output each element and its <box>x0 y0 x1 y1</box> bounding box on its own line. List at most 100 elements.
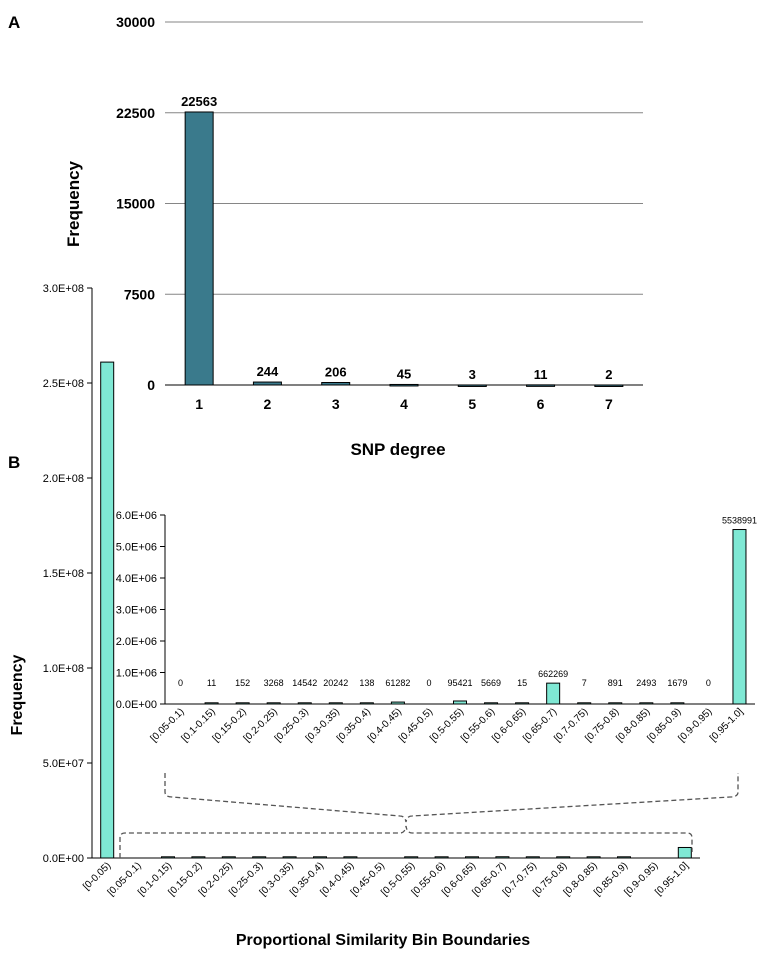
y-tick-label-c: 6.0E+06 <box>116 510 157 522</box>
data-label-c: 14542 <box>292 678 317 688</box>
x-tick-label-c: [0.95-1.0] <box>708 706 746 744</box>
panel-label-a: A <box>8 13 20 32</box>
data-label-c: 891 <box>608 678 623 688</box>
bar-b <box>161 856 175 859</box>
bar-c <box>297 702 312 705</box>
bar-b <box>404 856 419 859</box>
bar-c <box>266 702 281 705</box>
bar-c <box>670 702 685 705</box>
x-tick-label-a: 5 <box>468 396 476 412</box>
x-tick-label-a: 1 <box>195 396 203 412</box>
y-tick-label-c: 0.0E+00 <box>116 699 157 711</box>
bar-a <box>594 384 624 387</box>
data-label-c: 1679 <box>667 678 687 688</box>
bar-c <box>235 702 250 705</box>
data-label-a: 244 <box>257 364 279 379</box>
x-tick-label-a: 6 <box>537 396 545 412</box>
bar-a <box>184 111 214 386</box>
bar-c <box>577 702 592 705</box>
bar-b <box>495 856 510 859</box>
bar-c <box>453 700 467 705</box>
bar-b <box>282 856 297 859</box>
y-tick-label-a: 30000 <box>116 14 155 30</box>
panel-label-b: B <box>8 453 20 472</box>
y-tick-label-b: 2.0E+08 <box>43 473 84 485</box>
x-tick-label-a: 2 <box>264 396 272 412</box>
bar-c <box>608 702 623 705</box>
data-label-c: 152 <box>235 678 250 688</box>
bar-b <box>343 856 358 859</box>
zoom-brackets <box>119 773 739 858</box>
y-tick-label-b: 2.5E+08 <box>43 378 84 390</box>
bar-b <box>465 856 479 859</box>
bar-b <box>525 856 540 859</box>
bar-b <box>191 856 206 859</box>
y-tick-label-c: 4.0E+06 <box>116 573 157 585</box>
bar-c <box>390 701 405 705</box>
data-label-c: 61282 <box>385 678 410 688</box>
data-label-a: 206 <box>325 365 347 380</box>
data-label-c: 11 <box>207 678 216 688</box>
data-label-c: 0 <box>426 678 431 688</box>
y-tick-label-c: 2.0E+06 <box>116 636 157 648</box>
bar-c <box>732 529 747 705</box>
x-tick-label-c: [0.9-0.95) <box>676 706 714 744</box>
bar-b <box>434 856 449 859</box>
data-label-a: 11 <box>534 367 548 382</box>
bar-b <box>313 856 327 859</box>
chart-b-inset: 0.0E+00 1.0E+06 2.0E+06 3.0E+06 4.0E+06 5.0E+… <box>116 510 757 744</box>
data-label-c: 2493 <box>636 678 656 688</box>
data-label-c: 20242 <box>323 678 348 688</box>
data-label-c: 138 <box>359 678 374 688</box>
x-tick-label-a: 7 <box>605 396 613 412</box>
bar-c <box>359 702 374 705</box>
chart-b: 0.0E+00 5.0E+07 1.0E+08 1.5E+08 2.0E+08 2.5E+… <box>9 283 700 949</box>
bar-c <box>546 682 561 705</box>
y-tick-label-a: 0 <box>147 377 155 393</box>
bar-b <box>252 856 267 859</box>
y-tick-label-b: 5.0E+07 <box>43 758 84 770</box>
y-tick-label-b: 0.0E+00 <box>43 853 84 865</box>
data-label-a: 22563 <box>181 94 217 109</box>
bar-c <box>515 702 530 705</box>
y-tick-label-a: 15000 <box>116 196 155 212</box>
y-tick-label-c: 3.0E+06 <box>116 605 157 617</box>
y-tick-label-b: 3.0E+08 <box>43 283 84 295</box>
bar-c <box>484 702 499 705</box>
x-tick-label-b: [0.95-1.0] <box>653 860 691 898</box>
bar-a <box>389 383 419 387</box>
y-tick-label-c: 1.0E+06 <box>116 668 157 680</box>
y-axis-title-a: Frequency <box>64 160 83 247</box>
bar-b <box>556 856 571 859</box>
y-tick-label-a: 22500 <box>116 105 155 121</box>
data-label-c: 662269 <box>538 669 568 679</box>
data-label-c: 5669 <box>481 678 501 688</box>
data-label-c: 0 <box>178 678 183 688</box>
x-axis-title-b: Proportional Similarity Bin Boundaries <box>236 932 530 949</box>
x-axis-title-a: SNP degree <box>350 440 445 459</box>
data-label-a: 45 <box>397 366 411 381</box>
bar-b <box>677 846 692 859</box>
y-tick-label-b: 1.0E+08 <box>43 663 84 675</box>
data-label-c: 95421 <box>447 678 472 688</box>
bar-a <box>321 382 351 386</box>
data-label-c: 7 <box>582 678 587 688</box>
y-axis-title-b: Frequency <box>9 654 26 735</box>
bar-a <box>526 384 556 387</box>
bar-c <box>204 702 219 705</box>
bar-a <box>457 384 487 387</box>
x-tick-label-a: 3 <box>332 396 340 412</box>
bar-c <box>639 702 654 705</box>
bar-b <box>617 856 631 859</box>
bar-c <box>328 702 343 705</box>
data-label-c: 15 <box>517 678 527 688</box>
data-label-c: 3268 <box>264 678 284 688</box>
y-tick-label-b: 1.5E+08 <box>43 568 84 580</box>
bar-b <box>586 856 601 859</box>
chart-a: 0 7500 15000 22500 30000 22563 1 244 2 206 3 45 4 3 5 1… <box>64 14 643 459</box>
data-label-a: 3 <box>469 367 476 382</box>
bar-b <box>221 856 236 859</box>
data-label-c: 5538991 <box>722 516 757 526</box>
bar-b <box>100 361 115 859</box>
